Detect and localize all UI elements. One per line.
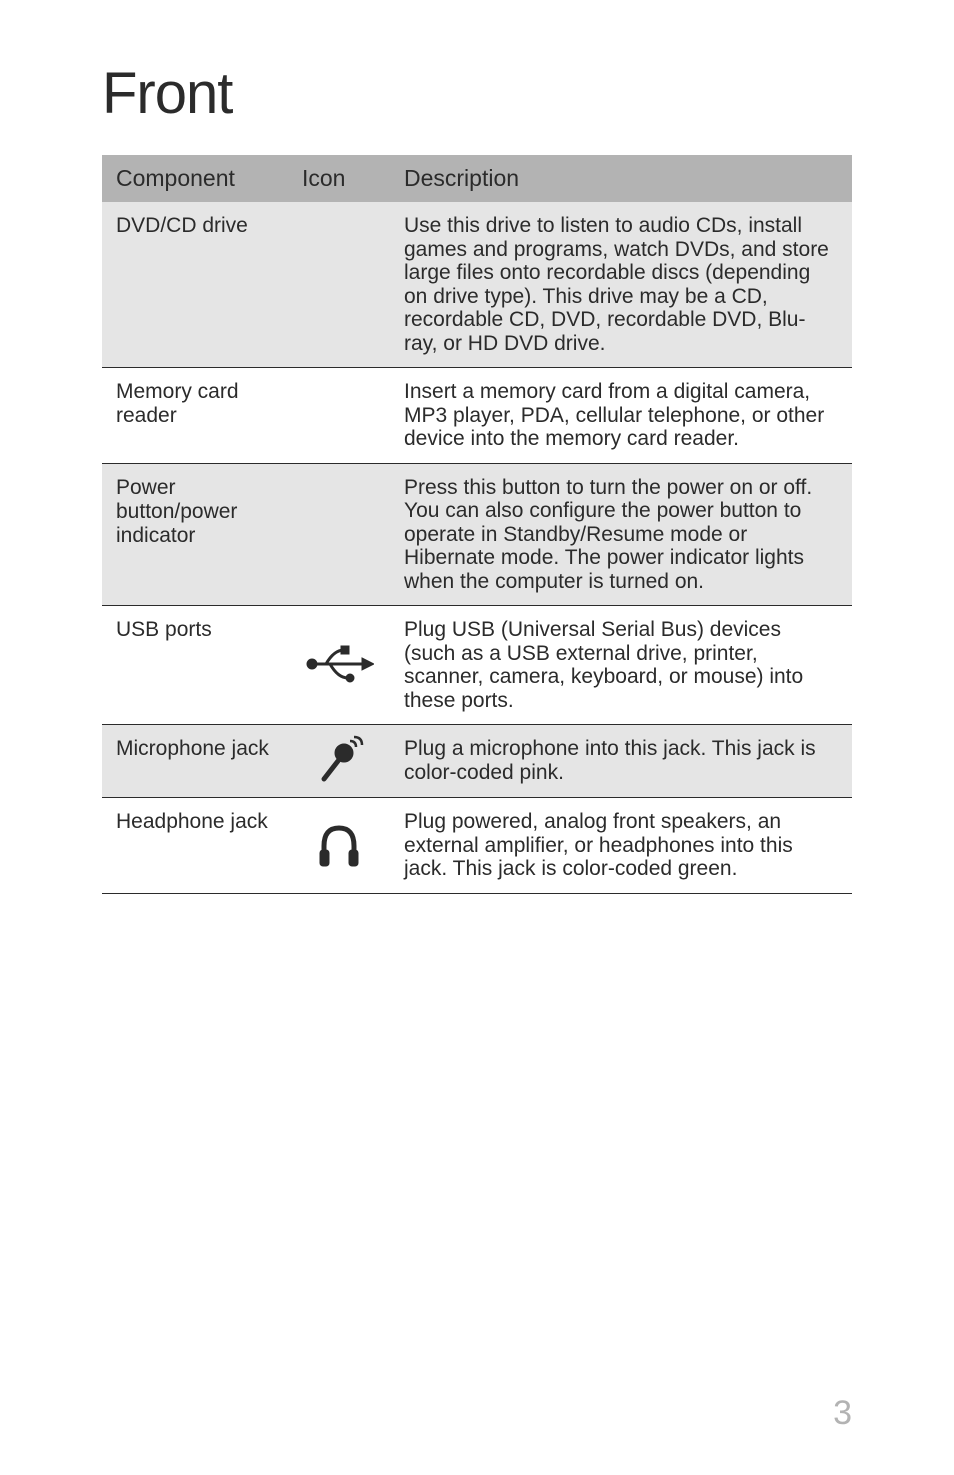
component-cell: Microphone jack [102, 725, 288, 798]
description-cell: Insert a memory card from a digital came… [390, 368, 852, 464]
component-cell: Headphone jack [102, 798, 288, 894]
table-row: Memory card reader Insert a memory card … [102, 368, 852, 464]
component-cell: DVD/CD drive [102, 202, 288, 368]
page-number: 3 [833, 1394, 852, 1433]
table-row: DVD/CD drive Use this drive to listen to… [102, 202, 852, 368]
table-row: USB ports Plug USB (U [102, 606, 852, 725]
page-title: Front [102, 60, 852, 127]
description-cell: Plug powered, analog front speakers, an … [390, 798, 852, 894]
page: Front Component Icon Description DVD/CD … [0, 0, 954, 894]
column-header-icon: Icon [288, 155, 390, 202]
table-row: Power button/power indicator Press this … [102, 463, 852, 606]
description-cell: Use this drive to listen to audio CDs, i… [390, 202, 852, 368]
description-cell: Plug a microphone into this jack. This j… [390, 725, 852, 798]
description-cell: Plug USB (Universal Serial Bus) devices … [390, 606, 852, 725]
icon-cell [288, 463, 390, 606]
usb-icon [288, 606, 390, 725]
components-table: Component Icon Description DVD/CD drive … [102, 155, 852, 894]
mic-icon [288, 725, 390, 798]
headphone-icon [288, 798, 390, 894]
description-cell: Press this button to turn the power on o… [390, 463, 852, 606]
column-header-description: Description [390, 155, 852, 202]
component-cell: Power button/power indicator [102, 463, 288, 606]
icon-cell [288, 368, 390, 464]
table-row: Microphone jack Plug a microphone into t… [102, 725, 852, 798]
table-header-row: Component Icon Description [102, 155, 852, 202]
icon-cell [288, 202, 390, 368]
component-cell: USB ports [102, 606, 288, 725]
component-cell: Memory card reader [102, 368, 288, 464]
table-row: Headphone jack Plug powered, analog fron… [102, 798, 852, 894]
column-header-component: Component [102, 155, 288, 202]
